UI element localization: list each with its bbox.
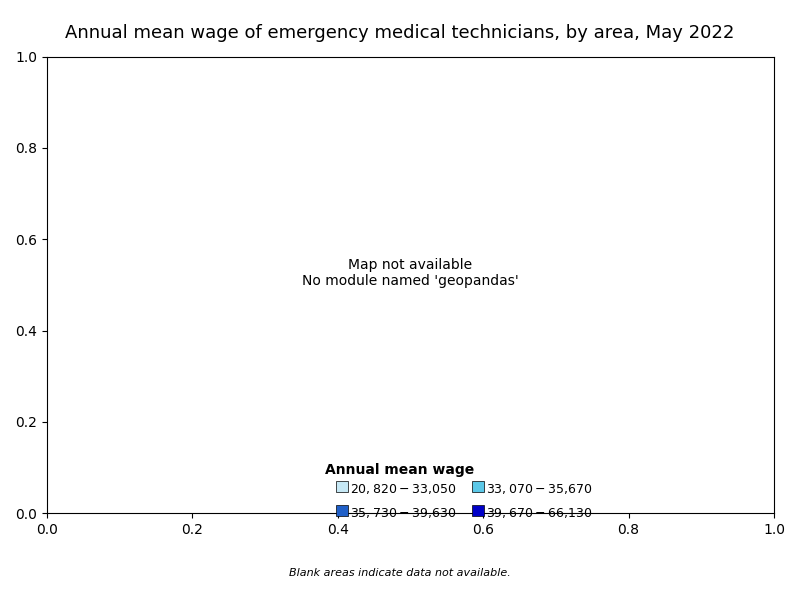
Text: Map not available
No module named 'geopandas': Map not available No module named 'geopa… [302, 257, 518, 288]
Text: Annual mean wage of emergency medical technicians, by area, May 2022: Annual mean wage of emergency medical te… [66, 24, 734, 42]
Text: Blank areas indicate data not available.: Blank areas indicate data not available. [289, 568, 511, 578]
Text: $35,730 - $39,630: $35,730 - $39,630 [350, 506, 457, 520]
Text: Annual mean wage: Annual mean wage [326, 463, 474, 477]
Text: $20,820 - $33,050: $20,820 - $33,050 [350, 482, 457, 496]
Text: $33,070 - $35,670: $33,070 - $35,670 [486, 482, 593, 496]
Text: $39,670 - $66,130: $39,670 - $66,130 [486, 506, 593, 520]
